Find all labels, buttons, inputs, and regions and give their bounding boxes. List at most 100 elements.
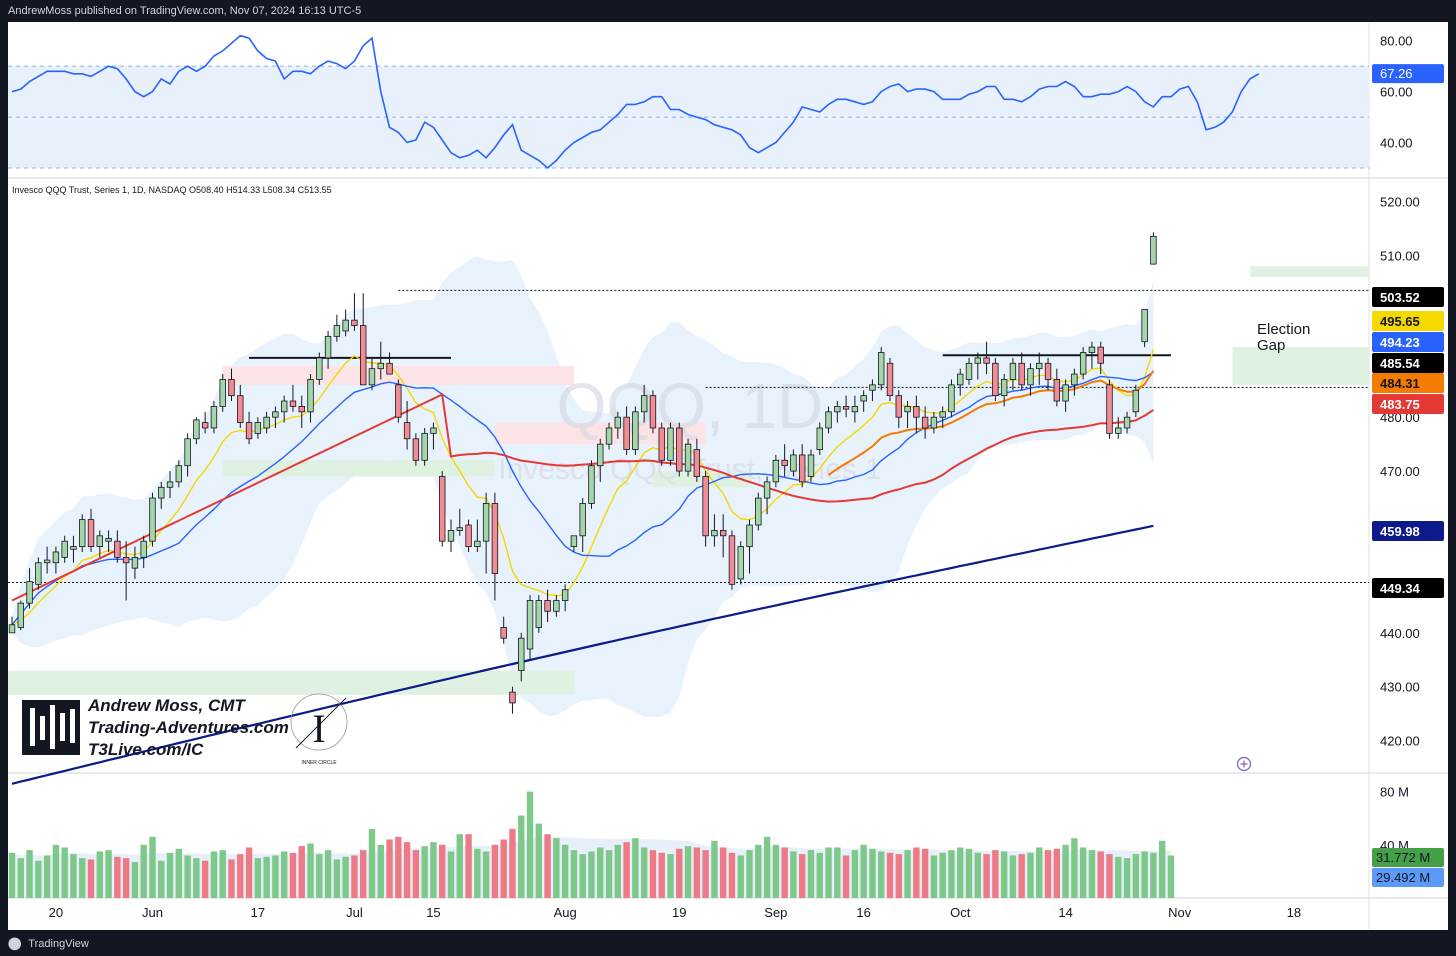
rsi-tick-label: 60.00	[1380, 85, 1413, 100]
sma200-line	[11, 524, 1154, 785]
candle-up	[965, 362, 973, 380]
candle-up	[105, 538, 112, 542]
volume-bar-down	[842, 855, 850, 898]
volume-bar-down	[799, 854, 806, 898]
candle-down	[1044, 362, 1052, 380]
candle-up	[96, 535, 103, 547]
volume-bar-up	[1036, 847, 1043, 898]
volume-bar-up	[333, 859, 341, 898]
volume-bar-up	[193, 858, 200, 898]
x-tick-label: 17	[251, 905, 265, 920]
chart-canvas[interactable]: 80.00 60.00 40.00 67.26 QQQ, 1D Invesco QQQ T…	[0, 0, 1456, 932]
candle-down	[359, 325, 367, 386]
low-support-zone	[8, 670, 574, 695]
candle-up	[254, 422, 262, 434]
footer-brand[interactable]: TradingView	[28, 938, 89, 950]
volume-bar-up	[79, 858, 86, 898]
candle-down	[781, 459, 788, 467]
candle-down	[386, 362, 393, 375]
volume-bar-up	[1141, 851, 1148, 898]
candle-down	[895, 395, 902, 418]
tradingview-logo-icon[interactable]: ⬤	[8, 936, 22, 950]
x-tick-label: Sep	[764, 905, 787, 920]
candle-up	[26, 581, 33, 604]
candle-down	[298, 406, 305, 413]
volume-bar-up	[939, 852, 946, 898]
volume-bar-up	[377, 844, 384, 898]
volume-bar-down	[412, 850, 420, 898]
volume-bar-down	[403, 842, 411, 898]
candle-up	[640, 395, 648, 413]
volume-bar-down	[728, 852, 736, 898]
candle-down	[623, 416, 630, 450]
volume-bar-up	[324, 850, 332, 898]
volume-bar-up	[17, 858, 24, 898]
price-tick-label: 420.00	[1380, 734, 1420, 749]
price-badge	[1372, 373, 1444, 393]
volume-bar-up	[948, 850, 955, 898]
candle-up	[219, 379, 226, 407]
volume-bar-up	[755, 844, 762, 898]
candle-up	[140, 540, 147, 558]
x-tick-label: 14	[1058, 905, 1072, 920]
candle-up	[1132, 389, 1140, 413]
candle-down	[544, 600, 551, 612]
volume-bar-up	[684, 846, 692, 898]
volume-bar-up	[904, 850, 911, 898]
candle-up	[1123, 416, 1131, 429]
candle-up	[272, 411, 279, 418]
x-tick-label: 16	[856, 905, 870, 920]
price-badge-label: 495.65	[1380, 314, 1420, 329]
price-badge	[1372, 332, 1444, 352]
candle-down	[201, 422, 209, 429]
candle-up	[430, 427, 437, 434]
candle-up	[43, 559, 51, 564]
candle-down	[1018, 362, 1025, 386]
volume-bar-up	[772, 844, 780, 898]
volume-bar-up	[763, 836, 771, 898]
candle-up	[131, 556, 139, 569]
candle-up	[1062, 384, 1069, 402]
add-indicator-icon	[1236, 756, 1252, 772]
ema9-line	[11, 349, 1155, 626]
candle-up	[1115, 427, 1122, 434]
candle-up	[825, 411, 832, 429]
volume-bar-up	[219, 850, 226, 898]
rsi-current-label: 67.26	[1380, 66, 1413, 81]
volume-bar-up	[667, 854, 674, 898]
candle-down	[465, 524, 472, 547]
candle-up	[79, 519, 86, 547]
volume-bar-up	[175, 848, 183, 898]
volume-bar-up	[61, 847, 68, 898]
candle-down	[403, 422, 411, 440]
candle-down	[412, 438, 420, 461]
price-tick-label: 520.00	[1380, 195, 1420, 210]
candle-up	[597, 443, 604, 467]
author-logo-candle	[70, 709, 75, 743]
price-badge	[1372, 353, 1444, 373]
volume-bar-up	[1158, 840, 1166, 898]
volume-bar-down	[781, 847, 788, 898]
x-tick-label: Jun	[142, 905, 163, 920]
volume-bar-down	[544, 834, 551, 898]
volume-bar-up	[1071, 838, 1078, 898]
volume-bar-up	[166, 852, 174, 898]
candle-down	[245, 422, 253, 440]
candle-up	[684, 443, 692, 472]
volume-bar-up	[52, 844, 60, 898]
volume-bar-up	[561, 844, 569, 898]
volume-bar-down	[1018, 854, 1025, 898]
candle-up	[368, 368, 376, 386]
candle-down	[395, 384, 402, 418]
volume-bar-up	[1167, 855, 1175, 898]
volume-bar-up	[711, 840, 718, 898]
election-gap-label-2: Gap	[1257, 337, 1285, 354]
watermark-ticker: QQQ, 1D	[557, 370, 824, 442]
volume-bar-down	[298, 846, 305, 898]
candle-up	[526, 600, 534, 650]
volume-bar-up	[553, 838, 560, 898]
footer-bar: ⬤ TradingView	[0, 932, 1456, 955]
candle-up	[588, 465, 595, 504]
price-badge	[1372, 578, 1444, 598]
candle-up	[52, 551, 60, 564]
